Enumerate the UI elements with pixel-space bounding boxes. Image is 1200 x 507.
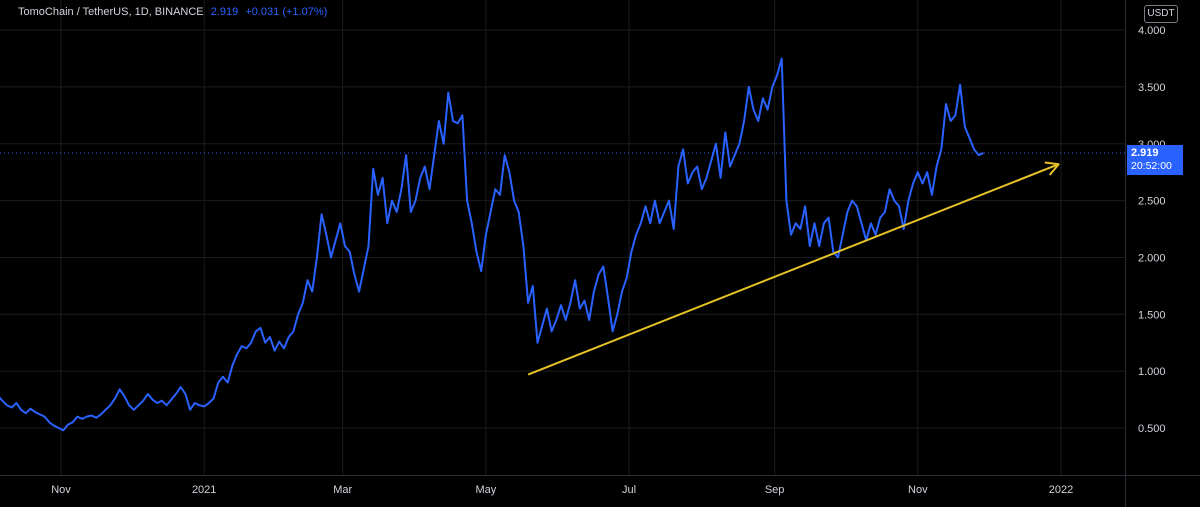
y-tick-label: 2.500 (1138, 196, 1166, 208)
price-line[interactable] (0, 57, 984, 432)
x-tick-label: Nov (51, 484, 71, 496)
symbol-title: TomoChain / TetherUS, 1D, BINANCE (18, 6, 204, 18)
x-tick-label: Mar (333, 484, 352, 496)
y-tick-label: 3.500 (1138, 82, 1166, 94)
currency-button[interactable]: USDT (1144, 5, 1178, 23)
symbol-legend: TomoChain / TetherUS, 1D, BINANCE 2.919 … (18, 6, 327, 18)
y-tick-label: 4.000 (1138, 25, 1166, 37)
last-price-tag: 2.919 20:52:00 (1127, 145, 1183, 175)
trendline[interactable] (527, 163, 1060, 376)
y-tick-label: 1.500 (1138, 309, 1166, 321)
trendline-arrowhead (1044, 161, 1060, 176)
price-tag-countdown: 20:52:00 (1131, 160, 1172, 172)
x-tick-label: 2022 (1049, 484, 1073, 496)
x-tick-label: 2021 (192, 484, 216, 496)
y-tick-label: 0.500 (1138, 423, 1166, 435)
x-tick-label: May (475, 484, 496, 496)
last-price: 2.919 (210, 6, 239, 18)
y-tick-label: 1.000 (1138, 366, 1166, 378)
price-change: +0.031 (+1.07%) (245, 6, 328, 18)
price-tag-value: 2.919 (1131, 147, 1159, 159)
x-tick-label: Jul (622, 484, 636, 496)
x-tick-label: Nov (908, 484, 928, 496)
y-tick-label: 2.000 (1138, 252, 1166, 264)
x-tick-label: Sep (765, 484, 785, 496)
